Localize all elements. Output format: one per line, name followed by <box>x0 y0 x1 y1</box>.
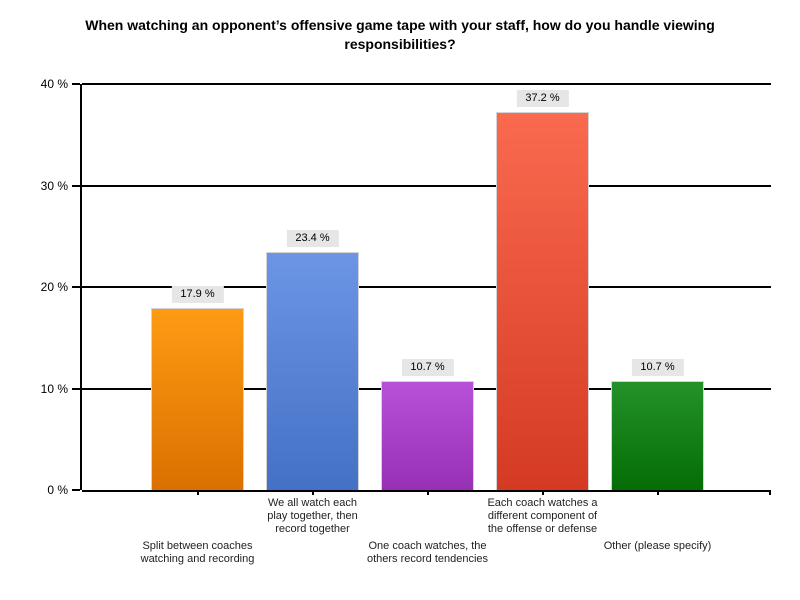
y-axis-tick <box>72 83 80 85</box>
x-axis-category-label-line: Each coach watches a <box>487 497 598 509</box>
x-axis-tick <box>426 490 429 495</box>
x-axis-category-label: One coach watches, the others record tend… <box>348 540 508 566</box>
bar-value-label: 10.7 % <box>401 359 454 377</box>
gridline-20% <box>82 286 771 288</box>
x-axis-tick <box>311 490 314 495</box>
x-axis-category-label-line: play together, then <box>267 510 358 522</box>
x-axis-category-label-line: We all watch each <box>267 497 358 509</box>
bar-orange <box>151 308 244 490</box>
y-axis-tick <box>72 489 80 491</box>
plot-area: 17.9 % 23.4 % 10.7 % 37.2 % 10.7 % <box>72 83 771 495</box>
x-axis-category-label-line: others record tendencies <box>366 553 489 565</box>
x-axis-tick <box>541 490 544 495</box>
x-axis-tick <box>196 490 199 495</box>
y-axis-tick <box>72 286 80 288</box>
x-axis-category-label: Each coach watches a different component … <box>463 497 623 536</box>
bar-value-label: 10.7 % <box>631 359 684 377</box>
x-axis-category-label-line: One coach watches, the <box>368 540 487 552</box>
bar-value-label: 37.2 % <box>516 90 569 108</box>
x-axis-category-label-line: watching and recording <box>140 553 255 565</box>
bar-value-label: 23.4 % <box>286 230 339 248</box>
bar-blue <box>266 252 359 490</box>
y-axis-tick-label: 0 % <box>47 483 68 497</box>
x-axis-category-label: Split between coaches watching and record… <box>118 540 278 566</box>
gridline-40% <box>82 83 771 85</box>
x-axis-end-tick <box>769 490 771 495</box>
y-axis-line <box>80 84 82 490</box>
x-axis-tick <box>656 490 659 495</box>
bar-value-label: 17.9 % <box>171 286 224 304</box>
x-axis-category-label-line: record together <box>275 523 350 535</box>
x-axis-category-label-line: the offense or defense <box>487 523 598 535</box>
x-axis-category-label-line: Other (please specify) <box>603 540 712 552</box>
gridline-30% <box>82 184 771 187</box>
x-axis-category-label-line: different component of <box>487 510 598 522</box>
chart-title: When watching an opponent’s offensive ga… <box>85 17 715 52</box>
bar-purple <box>381 381 474 490</box>
y-axis-tick-label: 10 % <box>40 381 68 396</box>
y-axis-tick-label: 40 % <box>40 77 68 91</box>
y-axis-tick <box>72 184 80 187</box>
x-axis-category-label: We all watch each play together, then reco… <box>233 497 393 536</box>
y-axis-tick <box>72 387 80 390</box>
x-axis-category-label: Other (please specify) <box>578 540 738 553</box>
bar-red <box>496 112 589 490</box>
y-axis-tick-label: 20 % <box>40 280 68 294</box>
x-axis-category-label-line: Split between coaches <box>142 540 253 552</box>
bar-green <box>611 381 704 490</box>
y-axis-tick-label: 30 % <box>40 178 68 193</box>
